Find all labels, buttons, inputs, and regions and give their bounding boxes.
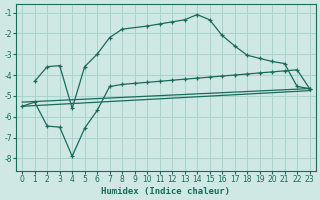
X-axis label: Humidex (Indice chaleur): Humidex (Indice chaleur) (101, 187, 230, 196)
